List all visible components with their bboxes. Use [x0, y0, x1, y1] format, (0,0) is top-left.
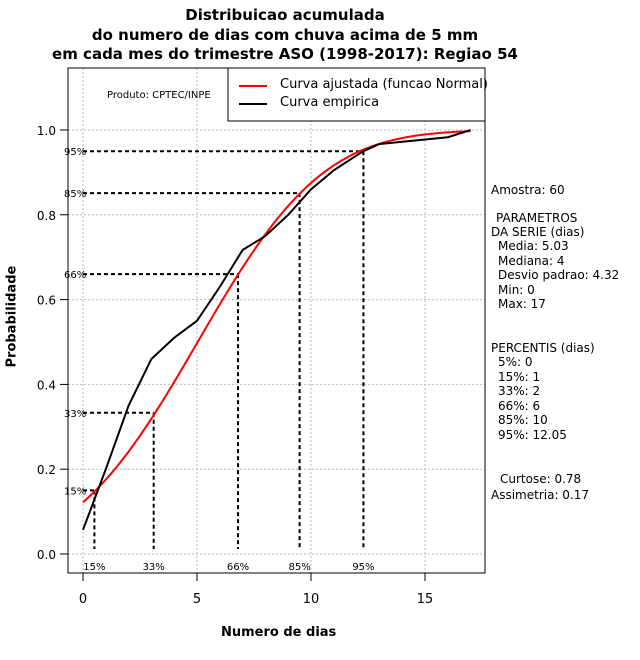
legend-box — [227, 67, 486, 122]
y-tick-label: 0.4 — [37, 378, 56, 392]
normal-cdf-line — [82, 130, 471, 503]
percentile-item: 33%: 2 — [498, 384, 541, 398]
percentile-y-label: 85% — [64, 189, 86, 200]
title-line-3: em cada mes do trimestre ASO (1998-2017)… — [52, 45, 518, 63]
legend-label-empirical: Curva empirica — [280, 95, 380, 110]
param-item: Max: 17 — [498, 297, 546, 311]
skewness: Assimetria: 0.17 — [491, 488, 590, 502]
percentile-x-label: 15% — [83, 562, 105, 573]
x-tick-label: 15 — [417, 592, 434, 607]
param-item: Min: 0 — [498, 282, 535, 297]
product-label: Produto: CPTEC/INPE — [107, 90, 211, 101]
empirical-cdf-line — [82, 129, 471, 531]
percentile-x-label: 85% — [288, 562, 310, 573]
params-title: PARAMETROS — [496, 211, 578, 225]
x-tick-label: 0 — [79, 592, 87, 607]
percentile-item: 5%: 0 — [498, 355, 533, 369]
percentile-item: 85%: 10 — [498, 413, 548, 427]
sample-size: Amostra: 60 — [491, 183, 565, 197]
y-tick-label: 0.8 — [37, 209, 56, 223]
y-tick-label: 0.2 — [37, 463, 56, 477]
percentile-item: 66%: 6 — [498, 398, 541, 413]
title-line-2: do numero de dias com chuva acima de 5 m… — [91, 26, 479, 44]
percentile-x-label: 33% — [143, 562, 165, 573]
params-subtitle: DA SERIE (dias) — [491, 225, 585, 239]
x-tick-label: 10 — [303, 592, 320, 607]
param-item: Desvio padrao: 4.32 — [498, 268, 620, 282]
percentiles-title: PERCENTIS (dias) — [491, 341, 595, 355]
percentile-x-label: 66% — [227, 562, 249, 573]
legend-label-normal: Curva ajustada (funcao Normal) — [280, 77, 488, 92]
plot-border — [67, 67, 486, 574]
percentile-item: 95%: 12.05 — [498, 427, 567, 442]
percentile-y-label: 95% — [64, 147, 86, 158]
percentile-y-label: 33% — [64, 409, 86, 420]
percentile-x-label: 95% — [352, 562, 374, 573]
x-axis-label: Numero de dias — [221, 625, 337, 640]
y-axis-label: Probabilidade — [4, 265, 20, 368]
percentile-y-label: 15% — [64, 486, 86, 497]
param-item: Media: 5.03 — [498, 239, 569, 253]
percentile-y-label: 66% — [64, 270, 86, 281]
y-tick-label: 0.6 — [37, 294, 56, 308]
x-tick-label: 5 — [193, 592, 201, 607]
y-tick-label: 0.0 — [37, 548, 56, 562]
title-line-1: Distribuicao acumulada — [185, 6, 385, 24]
y-tick-label: 1.0 — [37, 124, 56, 138]
kurtosis: Curtose: 0.78 — [500, 472, 582, 486]
param-item: Mediana: 4 — [498, 253, 565, 268]
percentile-item: 15%: 1 — [498, 369, 541, 384]
